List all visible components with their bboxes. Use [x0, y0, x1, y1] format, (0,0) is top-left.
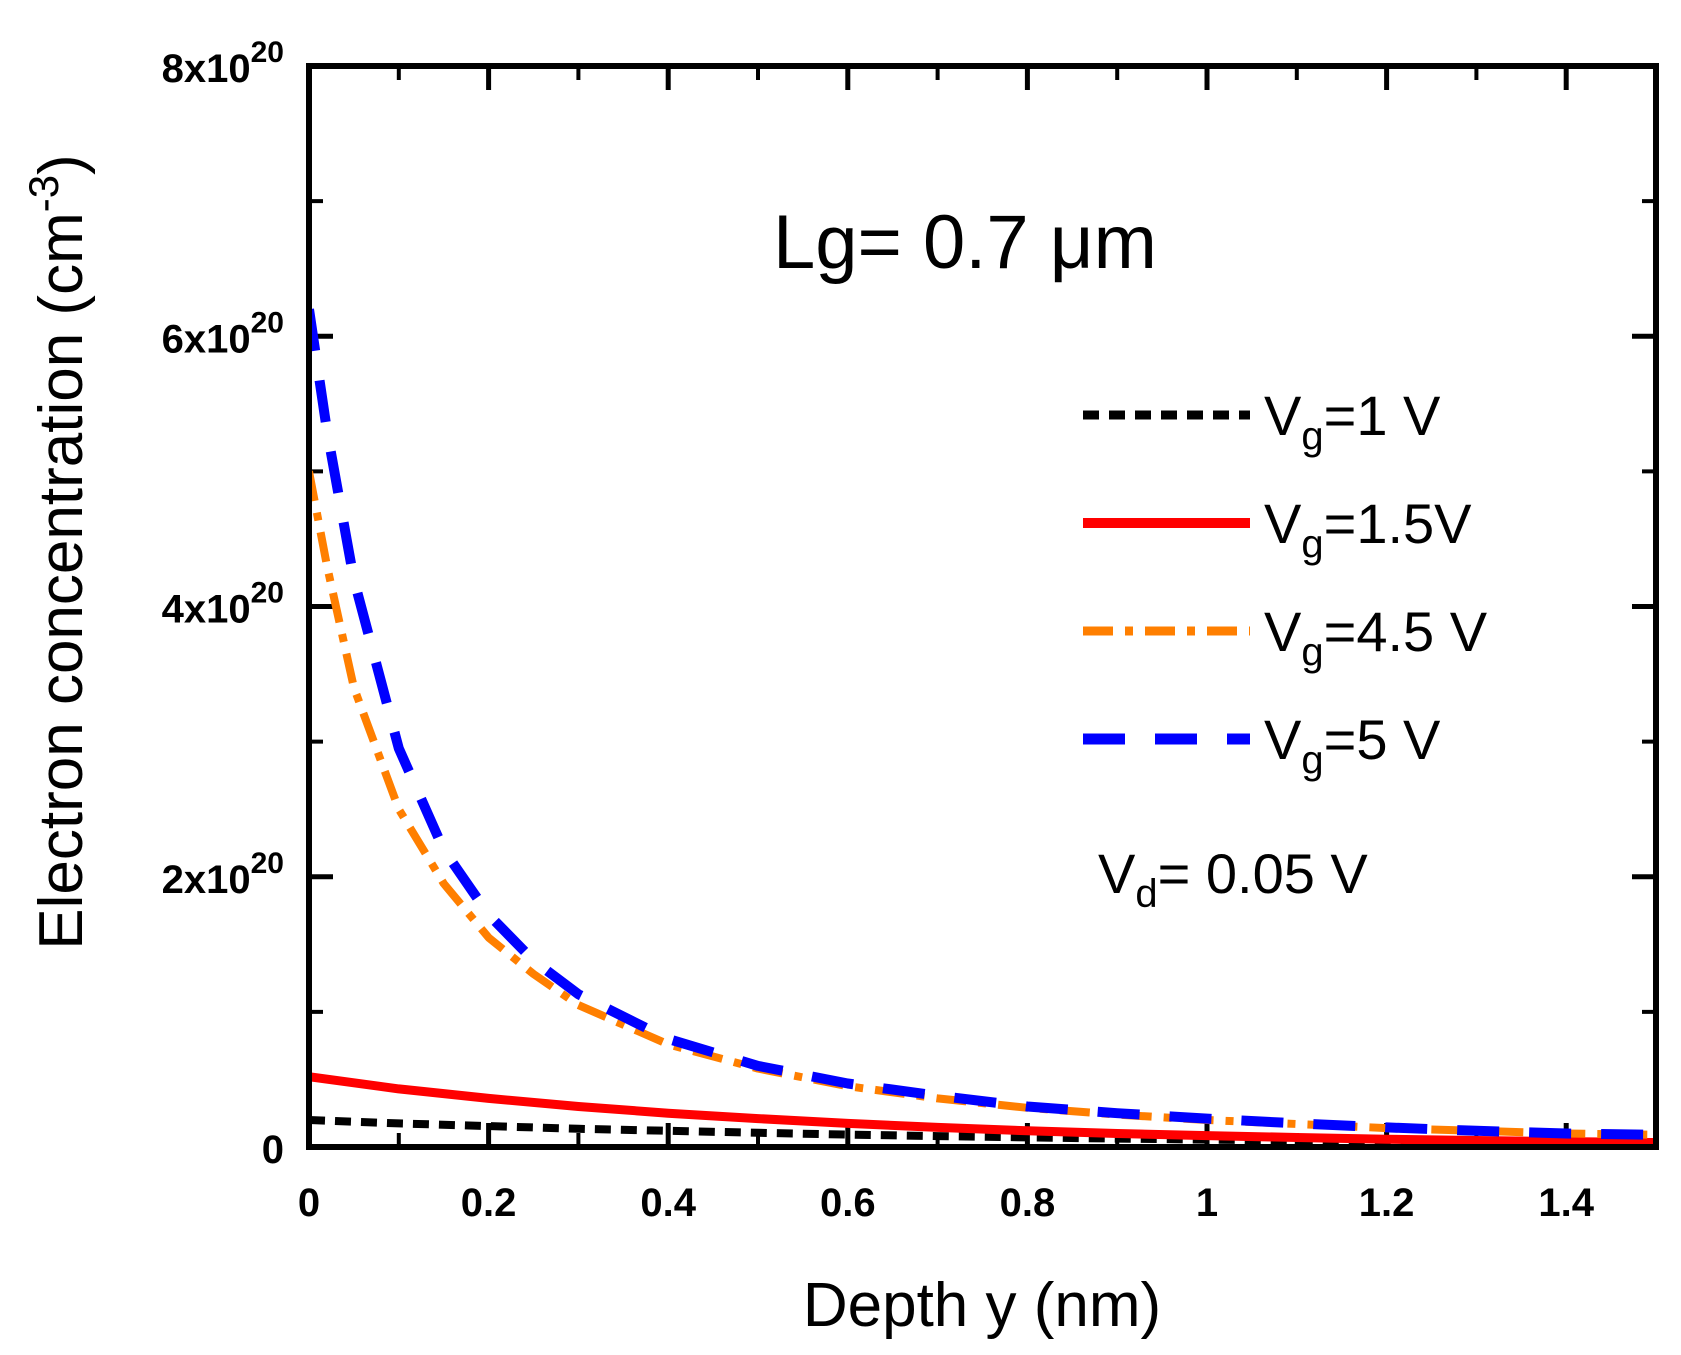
legend-label-vg5: Vg=5 V [1264, 708, 1441, 782]
x-tick-label: 0.2 [461, 1181, 517, 1225]
y-axis-label: Electron concentration (cm-3) [20, 154, 96, 949]
legend-label-vg45: Vg=4.5 V [1264, 600, 1488, 674]
x-tick-label: 0.4 [640, 1181, 696, 1225]
x-tick-label: 1 [1196, 1181, 1218, 1225]
legend: Vg=1 V Vg=1.5V Vg=4.5 V Vg=5 V [1083, 384, 1488, 782]
y-tick-labels: 0 2x1020 4x1020 6x1020 8x1020 [162, 36, 284, 1172]
y-tick-label: 8x1020 [162, 36, 284, 91]
x-tick-label: 1.2 [1359, 1181, 1415, 1225]
y-tick-label: 6x1020 [162, 306, 284, 361]
y-tick-label: 2x1020 [162, 847, 284, 902]
x-axis-label: Depth y (nm) [803, 1271, 1161, 1340]
gate-length-annotation: Lg= 0.7 μm [773, 200, 1157, 285]
y-tick-label: 0 [262, 1128, 284, 1172]
series-line-vg15 [309, 1072, 1656, 1147]
y-tick-label: 4x1020 [162, 577, 284, 632]
x-tick-label: 0.8 [1000, 1181, 1056, 1225]
series-layer [309, 308, 1656, 1147]
drain-voltage-annotation: Vd= 0.05 V [1098, 842, 1368, 916]
x-tick-label: 1.4 [1538, 1181, 1594, 1225]
x-tick-labels: 0 0.2 0.4 0.6 0.8 1 1.2 1.4 [298, 1181, 1595, 1225]
x-tick-label: 0 [298, 1181, 320, 1225]
legend-label-vg1: Vg=1 V [1264, 384, 1441, 458]
series-line-vg5 [309, 308, 1656, 1140]
series-line-vg45 [309, 470, 1656, 1139]
plot-frame [306, 63, 1659, 1150]
x-tick-label: 0.6 [820, 1181, 876, 1225]
legend-label-vg15: Vg=1.5V [1264, 492, 1472, 566]
